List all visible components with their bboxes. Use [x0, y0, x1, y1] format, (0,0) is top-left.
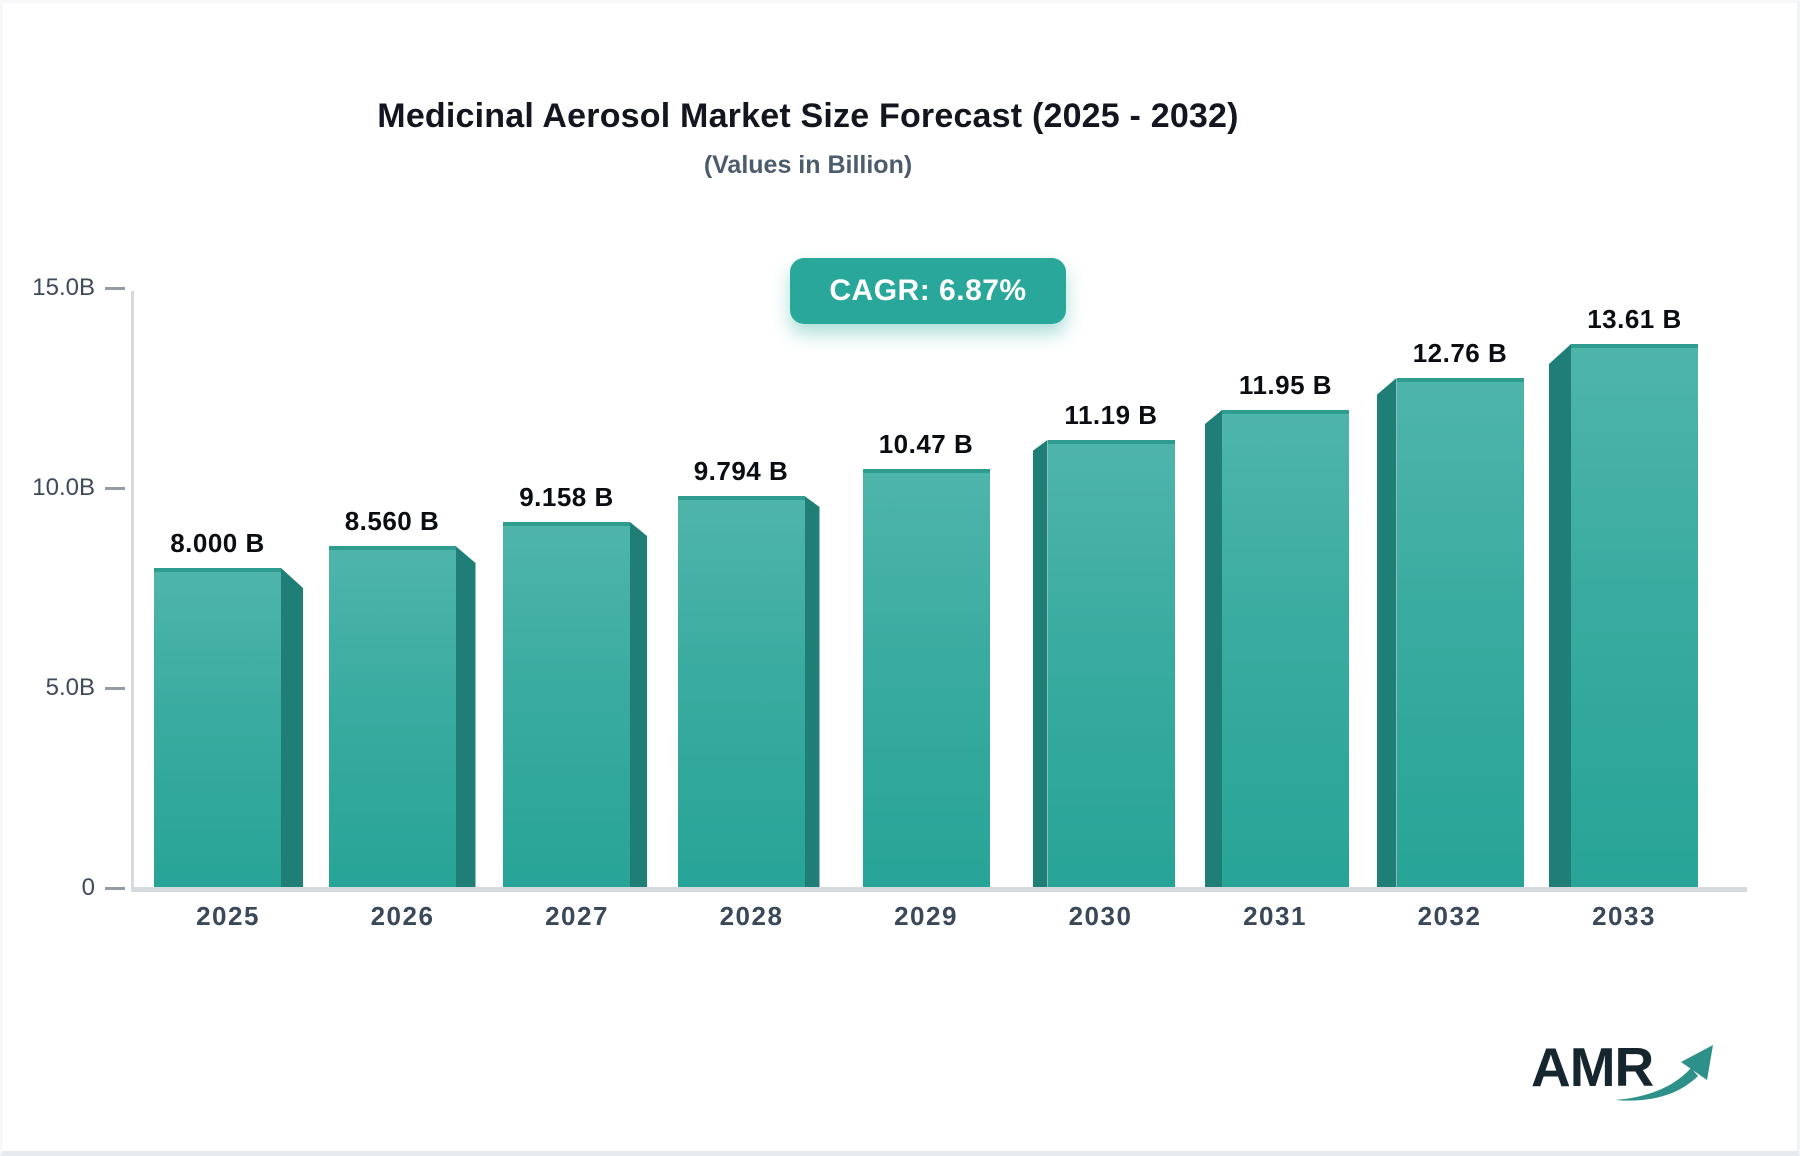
bar-side-3d [1032, 440, 1048, 888]
bar-value-label: 8.000 B [170, 528, 265, 558]
bar-2029 [862, 469, 990, 888]
bar-top-edge [1396, 378, 1524, 382]
amr-logo: AMR [1531, 1035, 1721, 1115]
bar-top-edge [328, 546, 456, 550]
bar-2028 [677, 496, 805, 888]
x-category-label: 2033 [1592, 901, 1656, 931]
bar-top-edge [154, 568, 281, 572]
bar-value-label: 10.47 B [878, 429, 974, 459]
bar-2025 [154, 568, 281, 888]
chart-title: Medicinal Aerosol Market Size Forecast (… [377, 97, 1239, 135]
bar-side-3d [804, 496, 820, 888]
bar-2027 [503, 522, 630, 888]
bar-side-3d [281, 568, 303, 888]
x-category-label: 2029 [894, 901, 958, 931]
x-category-label: 2028 [719, 901, 784, 931]
bar-value-label: 11.95 B [1238, 370, 1333, 400]
x-category-label: 2025 [196, 901, 260, 931]
y-tick-dash [105, 487, 125, 490]
bar-top-edge [503, 522, 630, 526]
growth-arrow-icon [1615, 1045, 1713, 1101]
bar-side-3d [455, 546, 476, 888]
bar-value-label: 9.158 B [519, 482, 614, 512]
plot-area: 0 5.0B 10.0B 15.0B 8.000 B 2025 8.560 B 2026 9.1… [3, 3, 1797, 1151]
bar-value-label: 11.19 B [1064, 400, 1158, 430]
bar-top-edge [1047, 440, 1175, 444]
bar-top-edge [1222, 410, 1349, 414]
bar-2032 [1396, 378, 1524, 888]
cagr-badge: CAGR: 6.87% [790, 258, 1066, 324]
bar-2030 [1047, 440, 1175, 888]
bar-side-3d [1205, 410, 1222, 888]
x-category-label: 2026 [370, 901, 435, 931]
y-axis-line [131, 291, 134, 889]
bar-value-label: 12.76 B [1412, 338, 1508, 368]
bar-top-edge [862, 469, 990, 473]
x-category-label: 2032 [1417, 901, 1482, 931]
y-tick-label: 15.0B [32, 274, 95, 301]
bar-value-label: 8.560 B [344, 506, 440, 536]
bar-value-label: 9.794 B [693, 456, 789, 486]
bar-top-edge [1571, 344, 1698, 348]
chart-subtitle: (Values in Billion) [703, 151, 913, 179]
bar-side-3d [1549, 344, 1571, 888]
bar-side-3d [1376, 378, 1397, 888]
bar-value-label: 13.61 B [1587, 304, 1682, 334]
bar-2026 [328, 546, 456, 888]
amr-logo-text: AMR [1531, 1036, 1654, 1098]
y-tick-dash [105, 887, 125, 890]
x-category-label: 2027 [545, 901, 609, 931]
y-tick-label: 10.0B [32, 474, 95, 501]
x-category-label: 2030 [1068, 901, 1133, 931]
bar-2031 [1222, 410, 1349, 888]
y-tick-dash [105, 687, 125, 690]
bar-top-edge [677, 496, 805, 500]
x-category-label: 2031 [1243, 901, 1307, 931]
cagr-badge-label: CAGR: 6.87% [829, 274, 1027, 307]
bar-2033 [1571, 344, 1698, 888]
y-tick-label: 0 [81, 874, 95, 901]
x-axis-baseline [131, 887, 1747, 892]
y-tick-dash [105, 287, 125, 290]
y-tick-label: 5.0B [45, 674, 95, 701]
bar-side-3d [630, 522, 647, 888]
